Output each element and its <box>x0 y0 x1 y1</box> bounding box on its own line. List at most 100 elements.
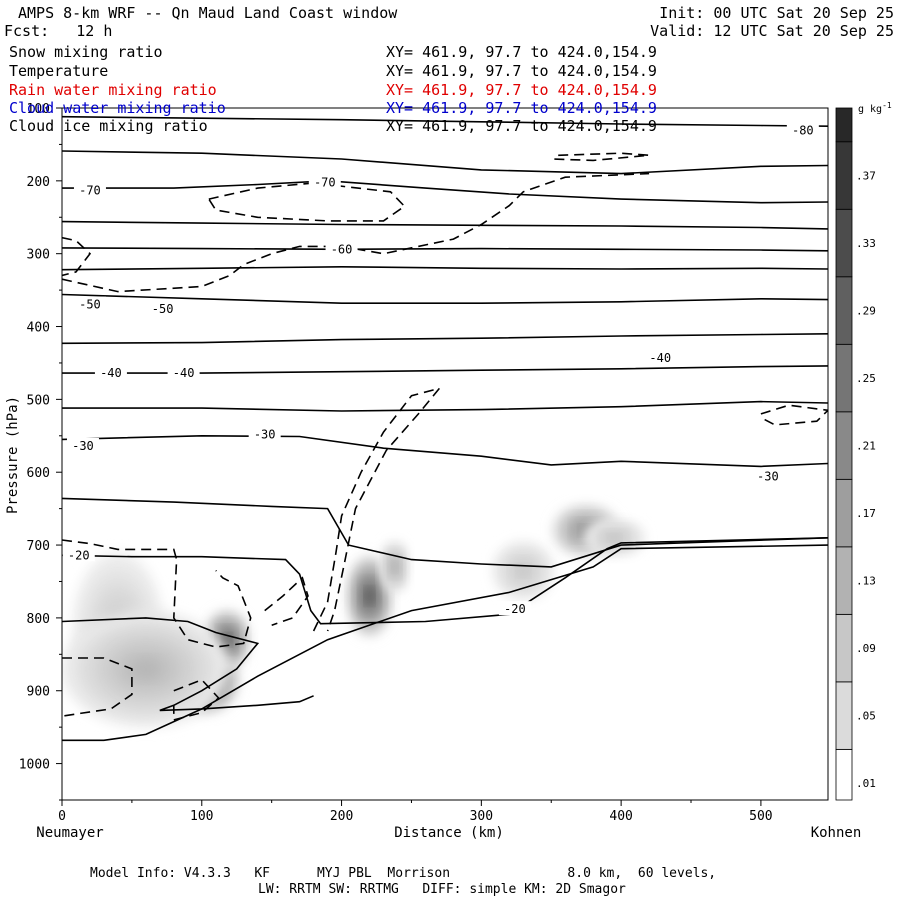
isotherm-label-18: -20 <box>68 548 90 562</box>
isotherm-label-bg-7 <box>73 296 106 311</box>
snow-shade-7-4 <box>517 564 530 577</box>
isotherm-label-bg-5 <box>325 241 358 256</box>
init-time: Init: 00 UTC Sat 20 Sep 25 <box>659 4 894 22</box>
field-xy-snow: XY= 461.9, 97.7 to 424.0,154.9 <box>386 43 657 61</box>
isotherm-label-bg-11 <box>167 365 200 380</box>
colorbar-bin-8 <box>835 208 853 278</box>
isotherm-0 <box>62 115 828 127</box>
isotherm-label-8: -50 <box>152 302 174 316</box>
colorbar-bin-10 <box>835 107 853 143</box>
y-tick-label-800: 800 <box>27 612 50 627</box>
snow-shade-8-4 <box>607 534 621 542</box>
isotherm-label-bg-8 <box>146 301 179 316</box>
field-xy-cloud-ice: XY= 461.9, 97.7 to 424.0,154.9 <box>386 117 657 135</box>
x-left-station-label: Neumayer <box>36 825 103 841</box>
terrain-line <box>62 544 828 742</box>
isotherm-9 <box>62 333 828 345</box>
isotherm-label-bg-19 <box>498 601 531 616</box>
colorbar-bin-0 <box>835 748 853 801</box>
snow-mixing-ratio-shading <box>62 504 645 728</box>
isotherm-label-7: -50 <box>79 298 101 312</box>
cloud-ice-contour-1 <box>62 657 133 717</box>
isotherm-20 <box>62 617 314 712</box>
field-label-cloud-water: Cloud water mixing ratio <box>9 99 226 117</box>
temperature-contours <box>62 115 828 742</box>
snow-shade-1-4 <box>222 633 232 646</box>
isotherm-17 <box>62 497 828 568</box>
colorbar-label-1: .05 <box>856 710 876 723</box>
cloud-ice-contour-2 <box>173 678 220 721</box>
field-label-temperature: Temperature <box>9 62 109 80</box>
field-xy-cloud-water: XY= 461.9, 97.7 to 424.0,154.9 <box>386 99 657 117</box>
isotherm-label-2: -70 <box>79 183 101 197</box>
x-tick-label-400: 400 <box>609 809 632 824</box>
cloud-ice-contour-4 <box>264 576 309 626</box>
colorbar-bin-7 <box>835 276 853 345</box>
footer-physics-info: LW: RRTM SW: RRTMG DIFF: simple KM: 2D S… <box>258 882 626 897</box>
isotherm-label-bg-3 <box>308 174 341 189</box>
snow-shade-5-4 <box>391 561 398 573</box>
cloud-ice-contour-3 <box>312 387 442 632</box>
x-tick-label-300: 300 <box>470 809 493 824</box>
field-xy-rain: XY= 461.9, 97.7 to 424.0,154.9 <box>386 81 657 99</box>
y-tick-label-900: 900 <box>27 685 50 700</box>
isotherm-14 <box>62 434 828 468</box>
colorbar-bin-4 <box>835 478 853 548</box>
x-right-station-label: Kohnen <box>811 825 862 841</box>
y-axis-title: Pressure (hPa) <box>5 396 21 514</box>
isotherm-18 <box>62 537 828 625</box>
colorbar-unit: g kg-1 <box>858 101 892 115</box>
y-tick-label-500: 500 <box>27 393 50 408</box>
isotherm-label-bg-0 <box>786 122 819 137</box>
x-tick-label-100: 100 <box>190 809 213 824</box>
colorbar-label-2: .09 <box>856 642 876 655</box>
colorbar-bin-3 <box>835 546 853 615</box>
colorbar-bin-6 <box>835 343 853 413</box>
valid-time: Valid: 12 UTC Sat 20 Sep 25 <box>650 22 894 40</box>
isotherm-label-bg-15 <box>66 437 99 452</box>
chart-title: AMPS 8-km WRF -- Qn Maud Land Coast wind… <box>18 4 398 22</box>
isotherm-4 <box>62 220 828 230</box>
isotherm-label-5: -60 <box>331 242 353 256</box>
y-tick-label-400: 400 <box>27 321 50 336</box>
y-tick-label-1000: 1000 <box>19 758 50 773</box>
y-axis: 100 200 300 400 500 600 700 800 900 1000 <box>19 102 62 801</box>
colorbar-label-6: .25 <box>856 372 876 385</box>
colorbar-label-4: .17 <box>856 507 876 520</box>
colorbar-bin-5 <box>835 411 853 480</box>
isotherm-label-bg-16 <box>751 468 784 483</box>
cloud-ice-contour-0 <box>62 539 252 648</box>
colorbar-label-8: .33 <box>856 237 876 250</box>
isotherm-label-3: -70 <box>314 175 336 189</box>
isotherm-10 <box>62 365 828 374</box>
x-tick-label-200: 200 <box>330 809 353 824</box>
isotherm-5 <box>62 247 828 252</box>
x-tick-label-0: 0 <box>58 809 66 824</box>
field-xy-temperature: XY= 461.9, 97.7 to 424.0,154.9 <box>386 62 657 80</box>
isotherm-7 <box>62 293 828 304</box>
isotherm-label-10: -40 <box>100 366 122 380</box>
isotherm-label-15: -30 <box>72 439 94 453</box>
plot-frame <box>61 107 829 801</box>
isotherm-6 <box>62 265 828 271</box>
field-label-rain: Rain water mixing ratio <box>9 81 217 99</box>
x-tick-label-500: 500 <box>749 809 772 824</box>
isotherm-label-bg-10 <box>94 365 127 380</box>
isotherm-13 <box>62 400 828 412</box>
colorbar-bin-1 <box>835 681 853 750</box>
temperature-labels: -80 -70 -70 -60 -50 -50 -40 -40 -40 -30 -30 -30 -20 -… <box>62 122 819 616</box>
cloud-ice-contour-9 <box>62 236 92 277</box>
isotherm-label-bg-14 <box>248 426 281 441</box>
isotherm-label-bg-18 <box>62 547 95 562</box>
isotherm-label-bg-2 <box>73 182 106 197</box>
field-label-snow: Snow mixing ratio <box>9 43 163 61</box>
colorbar-bin-2 <box>835 613 853 683</box>
colorbar-bin-9 <box>835 141 853 210</box>
colorbar-label-5: .21 <box>856 440 876 453</box>
cloud-ice-contour-5 <box>62 172 650 293</box>
field-label-cloud-ice: Cloud ice mixing ratio <box>9 117 208 135</box>
y-tick-label-300: 300 <box>27 248 50 263</box>
colorbar: .01 .05 .09 .13 .17 .21 .25 .29 .33 .37 <box>835 107 876 801</box>
cloud-ice-contour-7 <box>551 152 650 162</box>
